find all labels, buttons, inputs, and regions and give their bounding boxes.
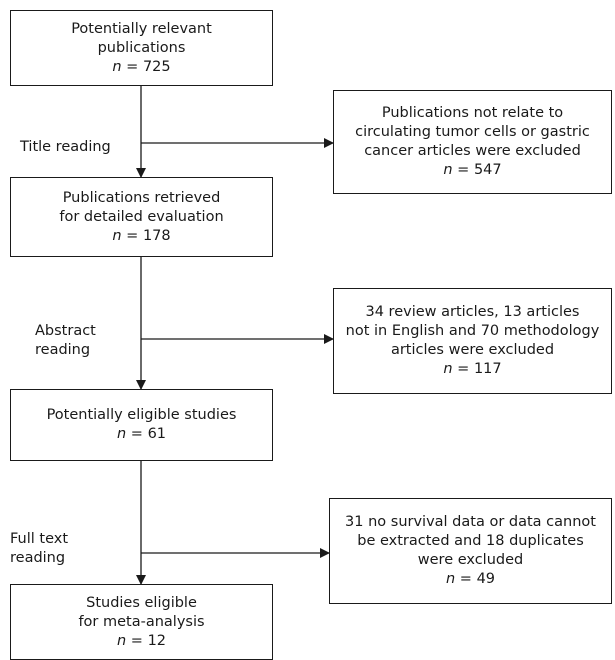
n-separator: = [126,632,148,649]
step-label-3: Full text reading [10,530,68,568]
main-step-box-4-text-line: Studies eligible [86,594,197,611]
step-label-line: Title reading [20,139,111,155]
main-step-box-1: Potentially relevant publications n = 725 [10,10,273,86]
excluded-box-2: 34 review articles, 13 articles not in En… [333,288,612,394]
step-label-line: Full text [10,531,69,547]
n-symbol: n [443,361,453,377]
main-step-box-1-text-line: Potentially relevant [71,20,212,37]
n-separator: = [121,58,143,75]
main-step-box-3: Potentially eligible studies n = 61 [10,389,273,461]
main-step-box-1-count: n = 725 [112,58,170,77]
n-value: 178 [142,227,171,244]
main-step-box-4-count: n = 12 [117,632,166,651]
n-symbol: n [116,632,127,649]
excluded-box-1-text-line: Publications not relate to [381,105,564,121]
n-value: 49 [476,571,496,587]
n-separator: = [455,571,477,587]
excluded-box-1-text-line: cancer articles were excluded [364,143,581,159]
n-value: 61 [147,426,167,442]
main-step-box-2: Publications retrieved for detailed evalu… [10,177,273,257]
excluded-box-2-text-line: articles were excluded [390,342,555,358]
main-step-box-2-text-line: Publications retrieved [62,189,221,206]
n-symbol: n [116,426,127,442]
excluded-box-1-count: n = 547 [443,161,501,180]
n-separator: = [452,361,474,377]
main-step-box-3-count: n = 61 [117,425,166,444]
step-label-1: Title reading [20,138,111,157]
main-step-box-2-text-line: for detailed evaluation [59,208,224,225]
n-value: 547 [473,162,502,178]
n-value: 117 [473,361,502,377]
excluded-box-3-count: n = 49 [446,570,495,589]
excluded-box-1-text-line: circulating tumor cells or gastric [355,124,590,140]
excluded-box-2-text-line: not in English and 70 methodology [345,323,600,339]
main-step-box-4-text-line: for meta-analysis [78,613,205,630]
n-value: 12 [147,632,167,649]
n-symbol: n [112,58,122,75]
main-step-box-1-text-line: publications [97,39,186,56]
step-label-line: Abstract [35,323,96,339]
step-label-2: Abstract reading [35,322,96,360]
step-label-line: reading [35,342,91,358]
n-value: 725 [142,58,171,75]
excluded-box-1: Publications not relate to circulating tu… [333,90,612,194]
n-separator: = [126,426,148,442]
n-symbol: n [443,162,453,178]
step-label-line: reading [10,550,66,566]
n-separator: = [121,227,143,244]
n-symbol: n [112,227,122,244]
main-step-box-2-count: n = 178 [112,227,170,246]
excluded-box-3-text-line: 31 no survival data or data cannot [345,514,596,530]
excluded-box-2-count: n = 117 [443,360,501,379]
excluded-box-2-text-line: 34 review articles, 13 articles [365,304,580,320]
excluded-box-3-text-line: be extracted and 18 duplicates [357,533,584,549]
main-step-box-3-text-line: Potentially eligible studies [46,407,237,423]
main-step-box-4: Studies eligible for meta-analysis n = 12 [10,584,273,660]
excluded-box-3: 31 no survival data or data cannot be ext… [329,498,612,604]
excluded-box-3-text-line: were excluded [417,552,524,568]
n-symbol: n [445,571,456,587]
n-separator: = [452,162,474,178]
